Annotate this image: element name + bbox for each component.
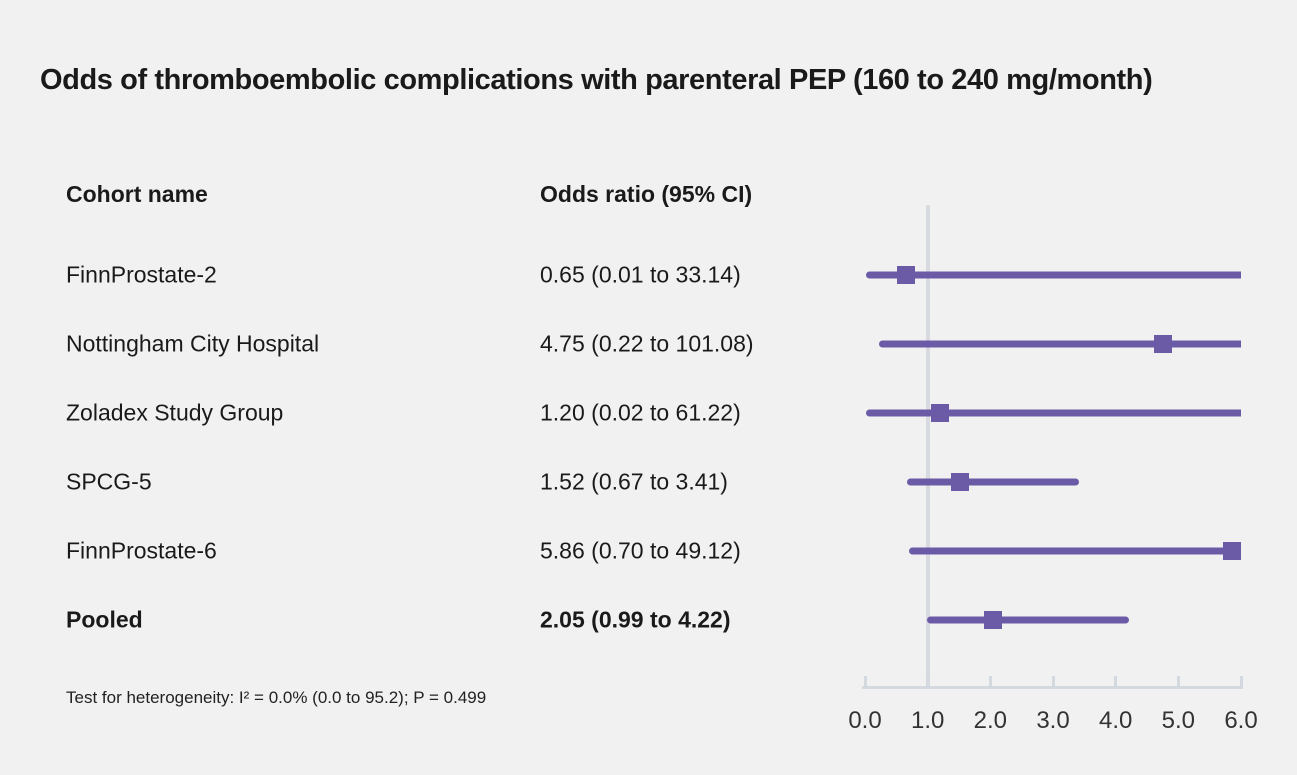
confidence-interval-bar — [866, 409, 1241, 417]
heterogeneity-footnote: Test for heterogeneity: I² = 0.0% (0.0 t… — [66, 688, 487, 707]
x-axis-tick-label: 0.0 — [848, 707, 882, 734]
reference-line-or-1 — [925, 205, 930, 686]
odds-ratio-value: 4.75 (0.22 to 101.08) — [540, 330, 754, 357]
figure-title: Odds of thromboembolic complications wit… — [40, 64, 1153, 96]
x-axis-tick-label: 1.0 — [910, 707, 945, 734]
x-axis-tick — [863, 676, 867, 686]
odds-ratio-marker — [896, 266, 915, 284]
cohort-label: FinnProstate-2 — [66, 261, 217, 288]
x-axis-tick — [1176, 676, 1180, 686]
x-axis-tick-label: 5.0 — [1161, 707, 1196, 734]
odds-ratio-value: 5.86 (0.70 to 49.12) — [540, 537, 741, 564]
confidence-interval-bar — [927, 616, 1130, 624]
x-axis-tick-label: 4.0 — [1098, 707, 1133, 734]
odds-ratio-value: 1.20 (0.02 to 61.22) — [540, 399, 741, 426]
odds-ratio-value: 1.52 (0.67 to 3.41) — [540, 468, 728, 495]
cohort-label: SPCG-5 — [66, 468, 152, 495]
odds-ratio-marker — [1153, 335, 1172, 353]
column-header-odds-ratio: Odds ratio (95% CI) — [540, 181, 753, 207]
x-axis-tick — [1239, 676, 1243, 686]
confidence-interval-bar — [865, 271, 1241, 279]
odds-ratio-marker — [951, 473, 970, 491]
x-axis-tick — [926, 676, 930, 686]
column-header-cohort: Cohort name — [66, 181, 208, 207]
cohort-label: Pooled — [66, 606, 143, 633]
cohort-label: Nottingham City Hospital — [66, 330, 320, 357]
x-axis-line — [862, 686, 1243, 689]
confidence-interval-bar — [906, 478, 1079, 486]
confidence-interval-bar — [878, 340, 1241, 348]
cohort-label: Zoladex Study Group — [66, 399, 284, 426]
x-axis-tick — [1114, 676, 1118, 686]
x-axis-tick-label: 3.0 — [1036, 707, 1070, 734]
odds-ratio-value: 0.65 (0.01 to 33.14) — [540, 261, 741, 288]
odds-ratio-marker — [1223, 542, 1242, 560]
odds-ratio-marker — [984, 611, 1003, 629]
x-axis-tick — [1051, 676, 1055, 686]
x-axis-tick-label: 6.0 — [1224, 707, 1258, 734]
x-axis-tick-label: 2.0 — [973, 707, 1008, 734]
confidence-interval-bar — [908, 547, 1241, 555]
odds-ratio-marker — [931, 404, 950, 422]
cohort-label: FinnProstate-6 — [66, 537, 217, 564]
odds-ratio-value: 2.05 (0.99 to 4.22) — [540, 606, 731, 633]
x-axis-tick — [988, 676, 992, 686]
